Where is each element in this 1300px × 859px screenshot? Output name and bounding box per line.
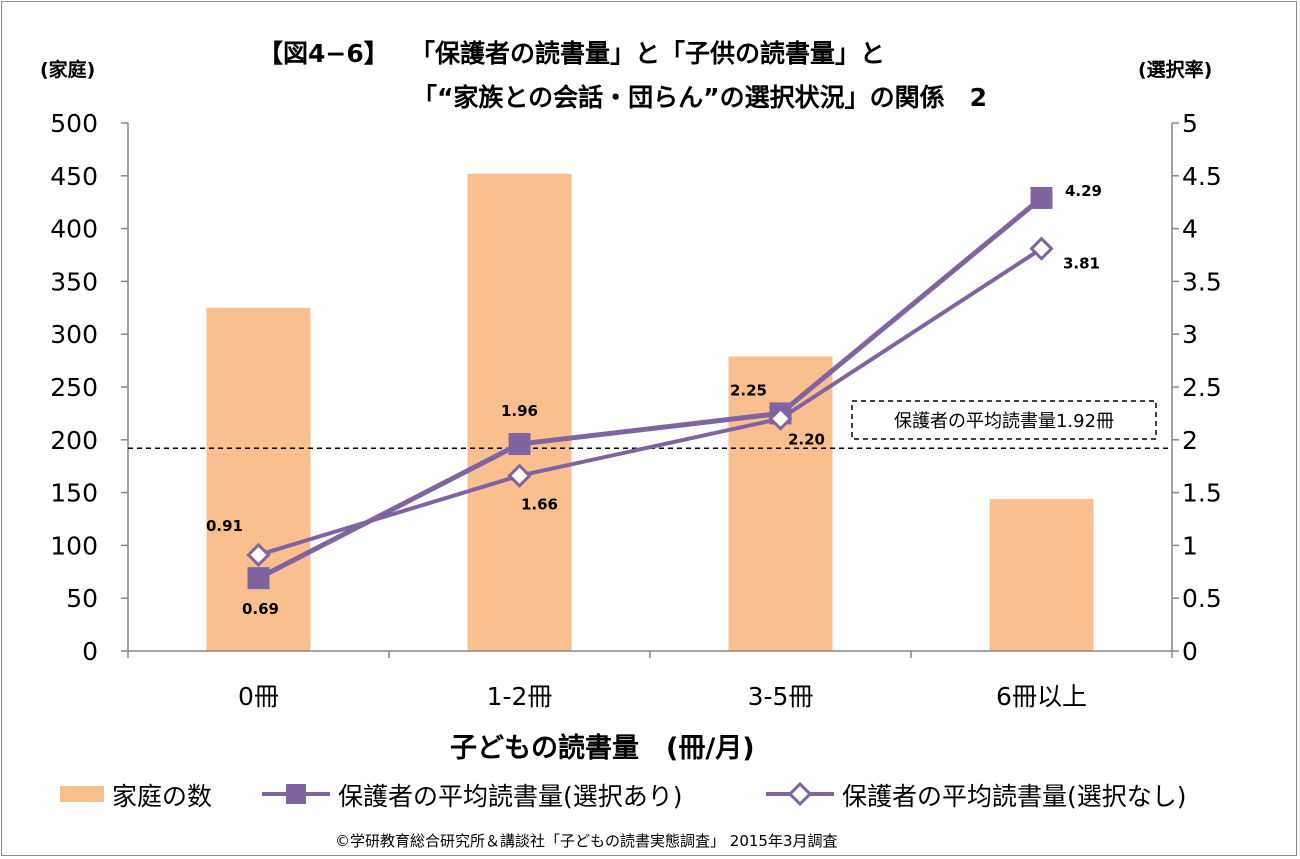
chart-title-line2: 「“家族との会話・団らん”の選択状況」の関係 2	[412, 83, 987, 112]
bar-2	[467, 173, 572, 652]
square-marker-2	[508, 433, 531, 456]
chart-title-line1: 【図4−6】 「保護者の読書量」と「子供の読書量」と	[258, 39, 885, 68]
y-right-axis-label: (選択率)	[1138, 58, 1212, 81]
x-axis-title: 子どもの読書量 (冊/月)	[450, 732, 755, 764]
y-right-tick-label: 4	[1182, 215, 1198, 244]
line-series-selected	[257, 196, 1044, 581]
y-left-tick-label: 100	[50, 531, 98, 560]
legend-label-selected: 保護者の平均読書量(選択あり)	[338, 782, 683, 811]
legend-label-unselected: 保護者の平均読書量(選択なし)	[842, 782, 1187, 811]
plot-area: 0 50 100 150 200 250 300 350 400 450 500 0 0.5 1 1.5 2 2…	[50, 109, 1221, 711]
square-marker-1	[247, 567, 270, 590]
y-left-tick-label: 300	[50, 320, 98, 349]
source-note: ©学研教育総合研究所＆講談社「子どもの読書実態調査」 2015年3月調査	[335, 832, 838, 850]
y-right-tick-label: 3.5	[1182, 267, 1222, 296]
reference-label: 保護者の平均読書量1.92冊	[894, 411, 1114, 432]
legend: 家庭の数 保護者の平均読書量(選択あり) 保護者の平均読書量(選択なし)	[60, 781, 1187, 811]
bar-4	[989, 498, 1094, 651]
y-left-tick-label: 150	[50, 479, 98, 508]
y-left-tick-label: 400	[50, 215, 98, 244]
diamond-marker-4	[1029, 236, 1054, 261]
bar-1	[206, 307, 311, 651]
y-left-tick-label: 350	[50, 267, 98, 296]
square-marker-4	[1030, 186, 1053, 209]
y-right-tick-label: 2	[1182, 426, 1198, 455]
y-right-tick-label: 0.5	[1182, 584, 1222, 613]
line-series-unselected	[257, 246, 1043, 557]
data-label-unselected: 2.20	[788, 431, 825, 449]
data-label-selected: 0.69	[242, 600, 279, 618]
y-left-tick-label: 200	[50, 426, 98, 455]
legend-swatch-bar	[60, 786, 104, 802]
x-tick-label: 3-5冊	[748, 682, 814, 711]
y-left-tick-label: 250	[50, 373, 98, 402]
y-right-tick-label: 5	[1182, 109, 1198, 138]
y-right-tick-label: 2.5	[1182, 373, 1222, 402]
y-left-tick-label: 500	[50, 109, 98, 138]
y-right-tick-label: 1	[1182, 531, 1198, 560]
data-label-selected: 4.29	[1065, 182, 1102, 200]
legend-diamond-marker	[787, 781, 813, 807]
diamond-marker-3	[768, 406, 793, 431]
data-label-unselected: 0.91	[206, 517, 243, 535]
y-left-tick-label: 450	[50, 162, 98, 191]
y-right-tick-label: 0	[1182, 637, 1198, 666]
y-left-tick-label: 50	[66, 584, 98, 613]
y-right-tick-label: 1.5	[1182, 479, 1222, 508]
y-right-tick-label: 4.5	[1182, 162, 1222, 191]
data-label-unselected: 3.81	[1063, 255, 1100, 273]
data-label-selected: 2.25	[730, 381, 767, 399]
diamond-marker-2	[507, 463, 532, 488]
data-label-selected: 1.96	[501, 402, 538, 420]
data-label-unselected: 1.66	[521, 496, 558, 514]
y-left-axis-label: (家庭)	[40, 58, 95, 81]
x-tick-label: 6冊以上	[996, 682, 1087, 711]
y-left-tick-label: 0	[82, 637, 98, 666]
x-tick-label: 1-2冊	[487, 682, 553, 711]
diamond-marker-1	[246, 542, 271, 568]
x-tick-label: 0冊	[238, 682, 279, 711]
legend-label-bar: 家庭の数	[112, 782, 212, 811]
bar-3	[728, 356, 833, 651]
reference-label-box	[851, 400, 1157, 440]
y-right-tick-label: 3	[1182, 320, 1198, 349]
legend-square-marker	[286, 784, 306, 804]
